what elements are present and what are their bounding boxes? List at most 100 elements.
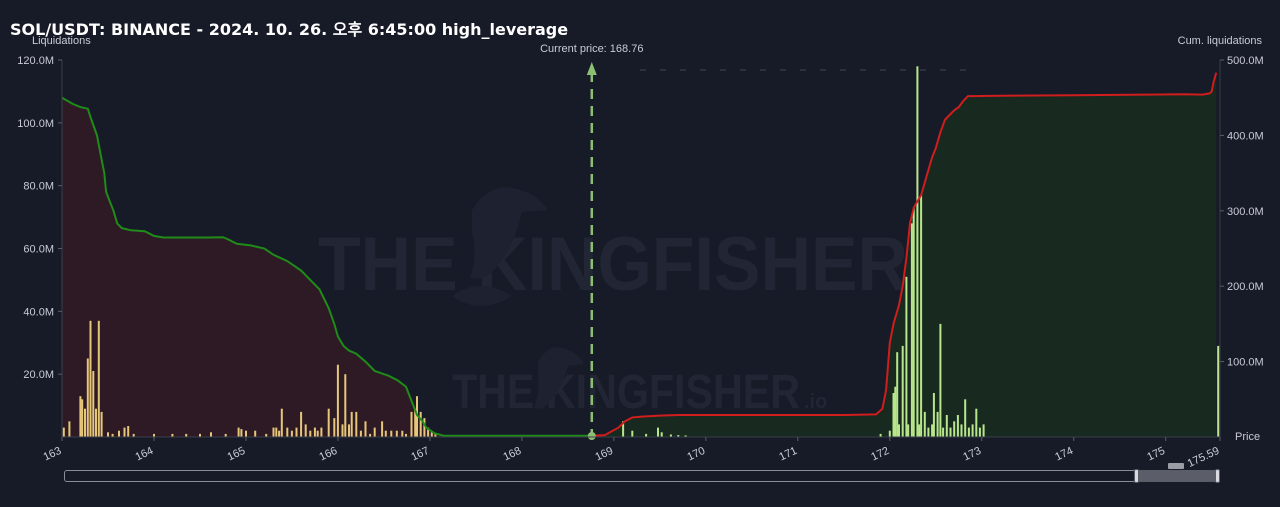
liquidation-bar-long (79, 396, 82, 437)
y-axis-right-ticks: 100.0M 200.0M 300.0M 400.0M 500.0M (1220, 55, 1264, 369)
liquidation-bar-long (410, 411, 413, 437)
liquidation-bar-long (333, 418, 336, 437)
range-scroll-thumb[interactable] (1136, 470, 1220, 482)
y-right-tick-label: 400.0M (1227, 130, 1264, 142)
liquidation-bar-long (89, 320, 92, 437)
current-price-marker[interactable] (586, 62, 597, 440)
watermark-text-large: THE KINGFISHER (318, 222, 908, 307)
kingfisher-logo-icon (452, 187, 548, 306)
liquidation-bar-short (879, 433, 882, 437)
range-handle-right[interactable] (1215, 469, 1220, 483)
liquidation-bar-long (224, 433, 227, 437)
x-tick-label: 174 (1053, 445, 1075, 464)
liquidation-bar-short (956, 415, 959, 437)
liquidation-bar-short (905, 276, 908, 437)
liquidation-bar-short (631, 430, 634, 437)
y-left-tick-label: 80.0M (23, 181, 54, 193)
liquidation-bar-short (645, 433, 648, 437)
liquidation-bar-short (971, 424, 974, 437)
liquidation-bar-long (395, 430, 398, 437)
liquidation-bar-long (275, 427, 278, 437)
y-left-tick-label: 20.0M (23, 369, 54, 381)
liquidation-bar-long (86, 358, 89, 437)
liquidation-bar-long (373, 427, 376, 437)
short-liquidation-bars (622, 66, 1220, 438)
liquidation-bar-short (936, 411, 939, 437)
liquidation-bar-long (416, 396, 418, 437)
liquidation-bar-long (95, 408, 97, 437)
x-tick-label: 165 (226, 445, 248, 464)
liquidation-bar-long (295, 427, 298, 437)
x-axis-ticks: 163 164 165 166 167 168 169 170 171 172 173 174 175 1… (42, 437, 1222, 470)
range-handle-left[interactable] (1134, 469, 1139, 483)
liquidation-bar-short (912, 207, 915, 437)
liquidation-bar-short (927, 427, 930, 437)
liquidation-bar-long (245, 430, 247, 437)
liquidation-bar-long (355, 411, 358, 437)
liquidation-bar-short (918, 424, 921, 437)
liquidation-bar-long (111, 433, 114, 437)
cum-long-liquidations-area (62, 97, 592, 437)
liquidation-bar-long (309, 430, 312, 437)
x-tick-label: 170 (685, 445, 707, 464)
liquidation-bar-long (210, 432, 212, 437)
liquidation-bar-short (657, 427, 659, 437)
liquidation-bar-short (660, 432, 663, 437)
watermark-suffix-small: .io (804, 391, 827, 413)
liquidation-bar-long (68, 421, 71, 437)
liquidation-bar-short (920, 195, 923, 437)
liquidation-bar-short (931, 424, 934, 437)
liquidation-bar-long (118, 430, 120, 437)
liquidation-bar-short (896, 352, 899, 437)
liquidation-bar-long (434, 433, 437, 437)
liquidation-bar-short (923, 411, 926, 437)
liquidation-bar-long (336, 364, 339, 437)
liquidation-bar-short (942, 427, 945, 437)
liquidation-bar-long (185, 433, 188, 437)
liquidation-bar-short (939, 323, 942, 437)
y-left-tick-label: 120.0M (17, 55, 54, 67)
liquidation-bar-long (348, 424, 350, 437)
y-axis-right-label: Cum. liquidations (1178, 35, 1263, 47)
liquidation-bar-long (127, 426, 130, 437)
cum-long-liquidations-line[interactable] (61, 96, 592, 437)
liquidation-bar-short (982, 424, 985, 437)
liquidation-bar-long (97, 320, 100, 437)
x-tick-label: 167 (409, 445, 431, 464)
liquidation-bar-long (132, 433, 135, 437)
liquidation-bar-long (381, 421, 384, 437)
liquidation-bar-short (622, 421, 625, 437)
x-tick-label: 175.59 (1186, 445, 1222, 470)
range-scrollbar[interactable] (64, 470, 1220, 482)
liquidation-bar-long (327, 408, 330, 437)
y-right-tick-label: 100.0M (1227, 357, 1264, 369)
liquidation-bar-long (240, 429, 243, 437)
liquidation-bar-long (84, 408, 86, 437)
liquidation-bar-long (369, 433, 372, 437)
liquidation-bar-long (344, 374, 347, 437)
liquidation-bar-long (414, 408, 417, 437)
liquidation-bar-short (949, 427, 952, 437)
chart-title: SOL/USDT: BINANCE - 2024. 10. 26. 오후 6:4… (10, 20, 569, 39)
x-tick-label: 169 (593, 445, 615, 464)
liquidation-bar-long (300, 411, 303, 437)
liquidation-bar-long (304, 424, 307, 437)
x-tick-label: 164 (134, 445, 156, 464)
x-tick-label: 175 (1145, 445, 1167, 464)
liquidation-bar-long (272, 427, 275, 437)
cum-short-liquidations-line[interactable] (591, 72, 1218, 437)
liquidation-bar-short (964, 399, 967, 437)
range-grip-icon[interactable] (1168, 463, 1184, 469)
y-axis-left-ticks: 20.0M 40.0M 60.0M 80.0M 100.0M 120.0M (17, 55, 62, 381)
x-tick-label: 166 (317, 445, 339, 464)
y-left-tick-label: 60.0M (23, 244, 54, 256)
liquidation-bar-long (427, 427, 430, 437)
liquidation-bar-long (419, 411, 422, 437)
liquidation-bar-long (313, 427, 316, 437)
watermark-small: THE KINGFISHER .io (452, 347, 827, 419)
liquidation-bar-long (171, 433, 174, 437)
long-liquidation-bars (62, 320, 437, 437)
cum-short-liquidations-area (591, 72, 1217, 437)
liquidation-bar-long (316, 430, 319, 437)
